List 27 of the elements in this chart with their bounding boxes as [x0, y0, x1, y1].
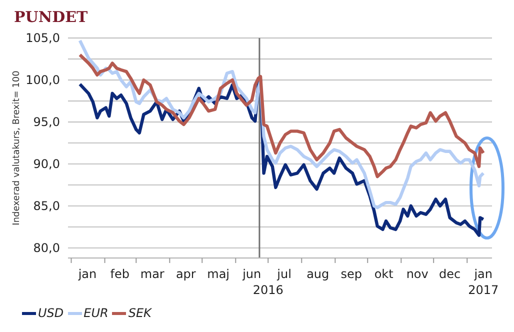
- x-tick-label: dec: [439, 267, 461, 281]
- x-tick-label: jan: [473, 267, 492, 281]
- x-tick-label: apr: [176, 267, 196, 281]
- x-tick-label: jul: [276, 267, 292, 281]
- y-tick-label: 80,0: [33, 240, 60, 255]
- y-tick-label: 95,0: [33, 114, 60, 129]
- x-tick-label: maj: [207, 267, 230, 281]
- y-axis-title: Indexerad valutakurs, Brexit= 100: [12, 70, 22, 226]
- legend-label: SEK: [127, 306, 152, 320]
- legend-label: EUR: [82, 306, 108, 320]
- x-tick-label: mar: [140, 267, 164, 281]
- x2-tick-label: 2016: [252, 283, 284, 297]
- chart-title: PUNDET: [14, 8, 88, 26]
- y-tick-label: 105,0: [26, 31, 60, 45]
- legend-label: USD: [37, 306, 64, 320]
- x2-tick-label: 2017: [468, 283, 499, 297]
- y-tick-label: 90,0: [33, 156, 60, 171]
- y-tick-label: 85,0: [33, 198, 60, 213]
- x-tick-label: sep: [340, 267, 362, 281]
- x-tick-label: jan: [77, 267, 97, 281]
- line-series: [78, 53, 485, 178]
- y-tick-label: 100,0: [26, 72, 60, 87]
- x-tick-label: aug: [306, 267, 330, 281]
- x-tick-label: nov: [406, 267, 428, 281]
- x-tick-label: jun: [242, 267, 262, 281]
- x-tick-label: feb: [110, 267, 130, 281]
- x-tick-label: okt: [374, 267, 394, 281]
